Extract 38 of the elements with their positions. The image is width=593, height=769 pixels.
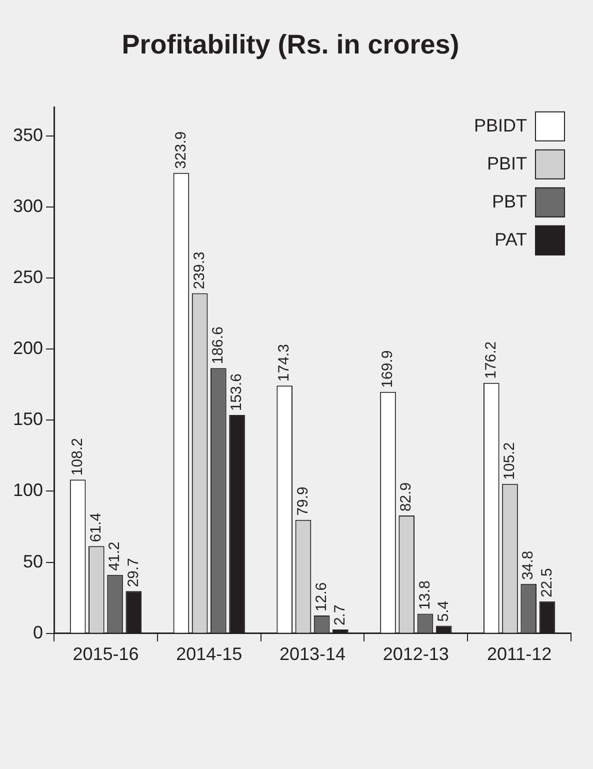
y-tick-label: 50 xyxy=(23,551,44,572)
data-label: 79.9 xyxy=(294,486,312,516)
legend-label: PBIT xyxy=(486,153,527,174)
data-label: 323.9 xyxy=(172,131,190,169)
data-label: 174.3 xyxy=(276,344,293,382)
x-tick-label: 2012-13 xyxy=(382,644,449,664)
y-tick-label: 100 xyxy=(12,480,44,500)
data-label: 108.2 xyxy=(68,438,86,476)
legend-label: PBIDT xyxy=(474,115,527,136)
data-label: 82.9 xyxy=(398,482,415,512)
data-label: 105.2 xyxy=(501,442,518,480)
data-label: 41.2 xyxy=(106,542,124,571)
y-tick-label: 200 xyxy=(12,338,44,358)
data-label: 29.7 xyxy=(124,558,142,588)
y-tick-label: 0 xyxy=(33,622,44,642)
data-label: 2.7 xyxy=(332,604,349,626)
x-tick-label: 2014-15 xyxy=(176,644,242,664)
data-label: 176.2 xyxy=(482,341,500,379)
data-label: 5.4 xyxy=(434,600,452,622)
data-label: 169.9 xyxy=(379,350,396,388)
x-tick-label: 2013-14 xyxy=(279,644,346,664)
y-tick-label: 300 xyxy=(12,196,44,216)
y-tick-label: 150 xyxy=(12,409,44,430)
data-label: 22.5 xyxy=(538,568,556,598)
x-tick-label: 2011-12 xyxy=(486,644,552,664)
legend-label: PAT xyxy=(494,229,527,250)
data-label: 186.6 xyxy=(210,326,227,364)
x-tick-label: 2015-16 xyxy=(72,644,139,664)
data-label: 13.8 xyxy=(416,580,434,610)
data-label: 153.6 xyxy=(228,373,246,412)
chart-title: Profitability (Rs. in crores) xyxy=(122,30,460,60)
y-tick-label: 350 xyxy=(12,124,44,145)
y-tick-label: 250 xyxy=(12,266,44,287)
data-label: 61.4 xyxy=(88,512,105,542)
legend-label: PBT xyxy=(492,191,527,212)
data-label: 12.6 xyxy=(312,582,330,612)
data-label: 34.8 xyxy=(520,550,537,580)
data-label: 239.3 xyxy=(190,252,208,290)
